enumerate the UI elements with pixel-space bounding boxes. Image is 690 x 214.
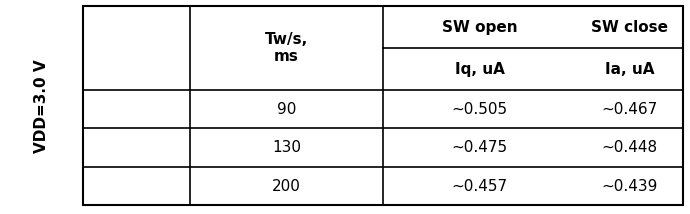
Text: ~0.467: ~0.467 [602, 102, 658, 117]
Text: SW open: SW open [442, 20, 518, 35]
Text: ~0.448: ~0.448 [602, 140, 658, 155]
Text: 90: 90 [277, 102, 296, 117]
Text: Tw/s,
ms: Tw/s, ms [265, 32, 308, 64]
Text: VDD=3.0 V: VDD=3.0 V [34, 59, 49, 153]
Text: ~0.475: ~0.475 [451, 140, 508, 155]
Text: ~0.439: ~0.439 [602, 179, 658, 194]
Text: 130: 130 [272, 140, 301, 155]
Text: ~0.457: ~0.457 [451, 179, 508, 194]
Text: Iq, uA: Iq, uA [455, 62, 504, 77]
Text: SW close: SW close [591, 20, 668, 35]
Text: ~0.505: ~0.505 [451, 102, 508, 117]
Text: Ia, uA: Ia, uA [605, 62, 654, 77]
Text: 200: 200 [272, 179, 301, 194]
